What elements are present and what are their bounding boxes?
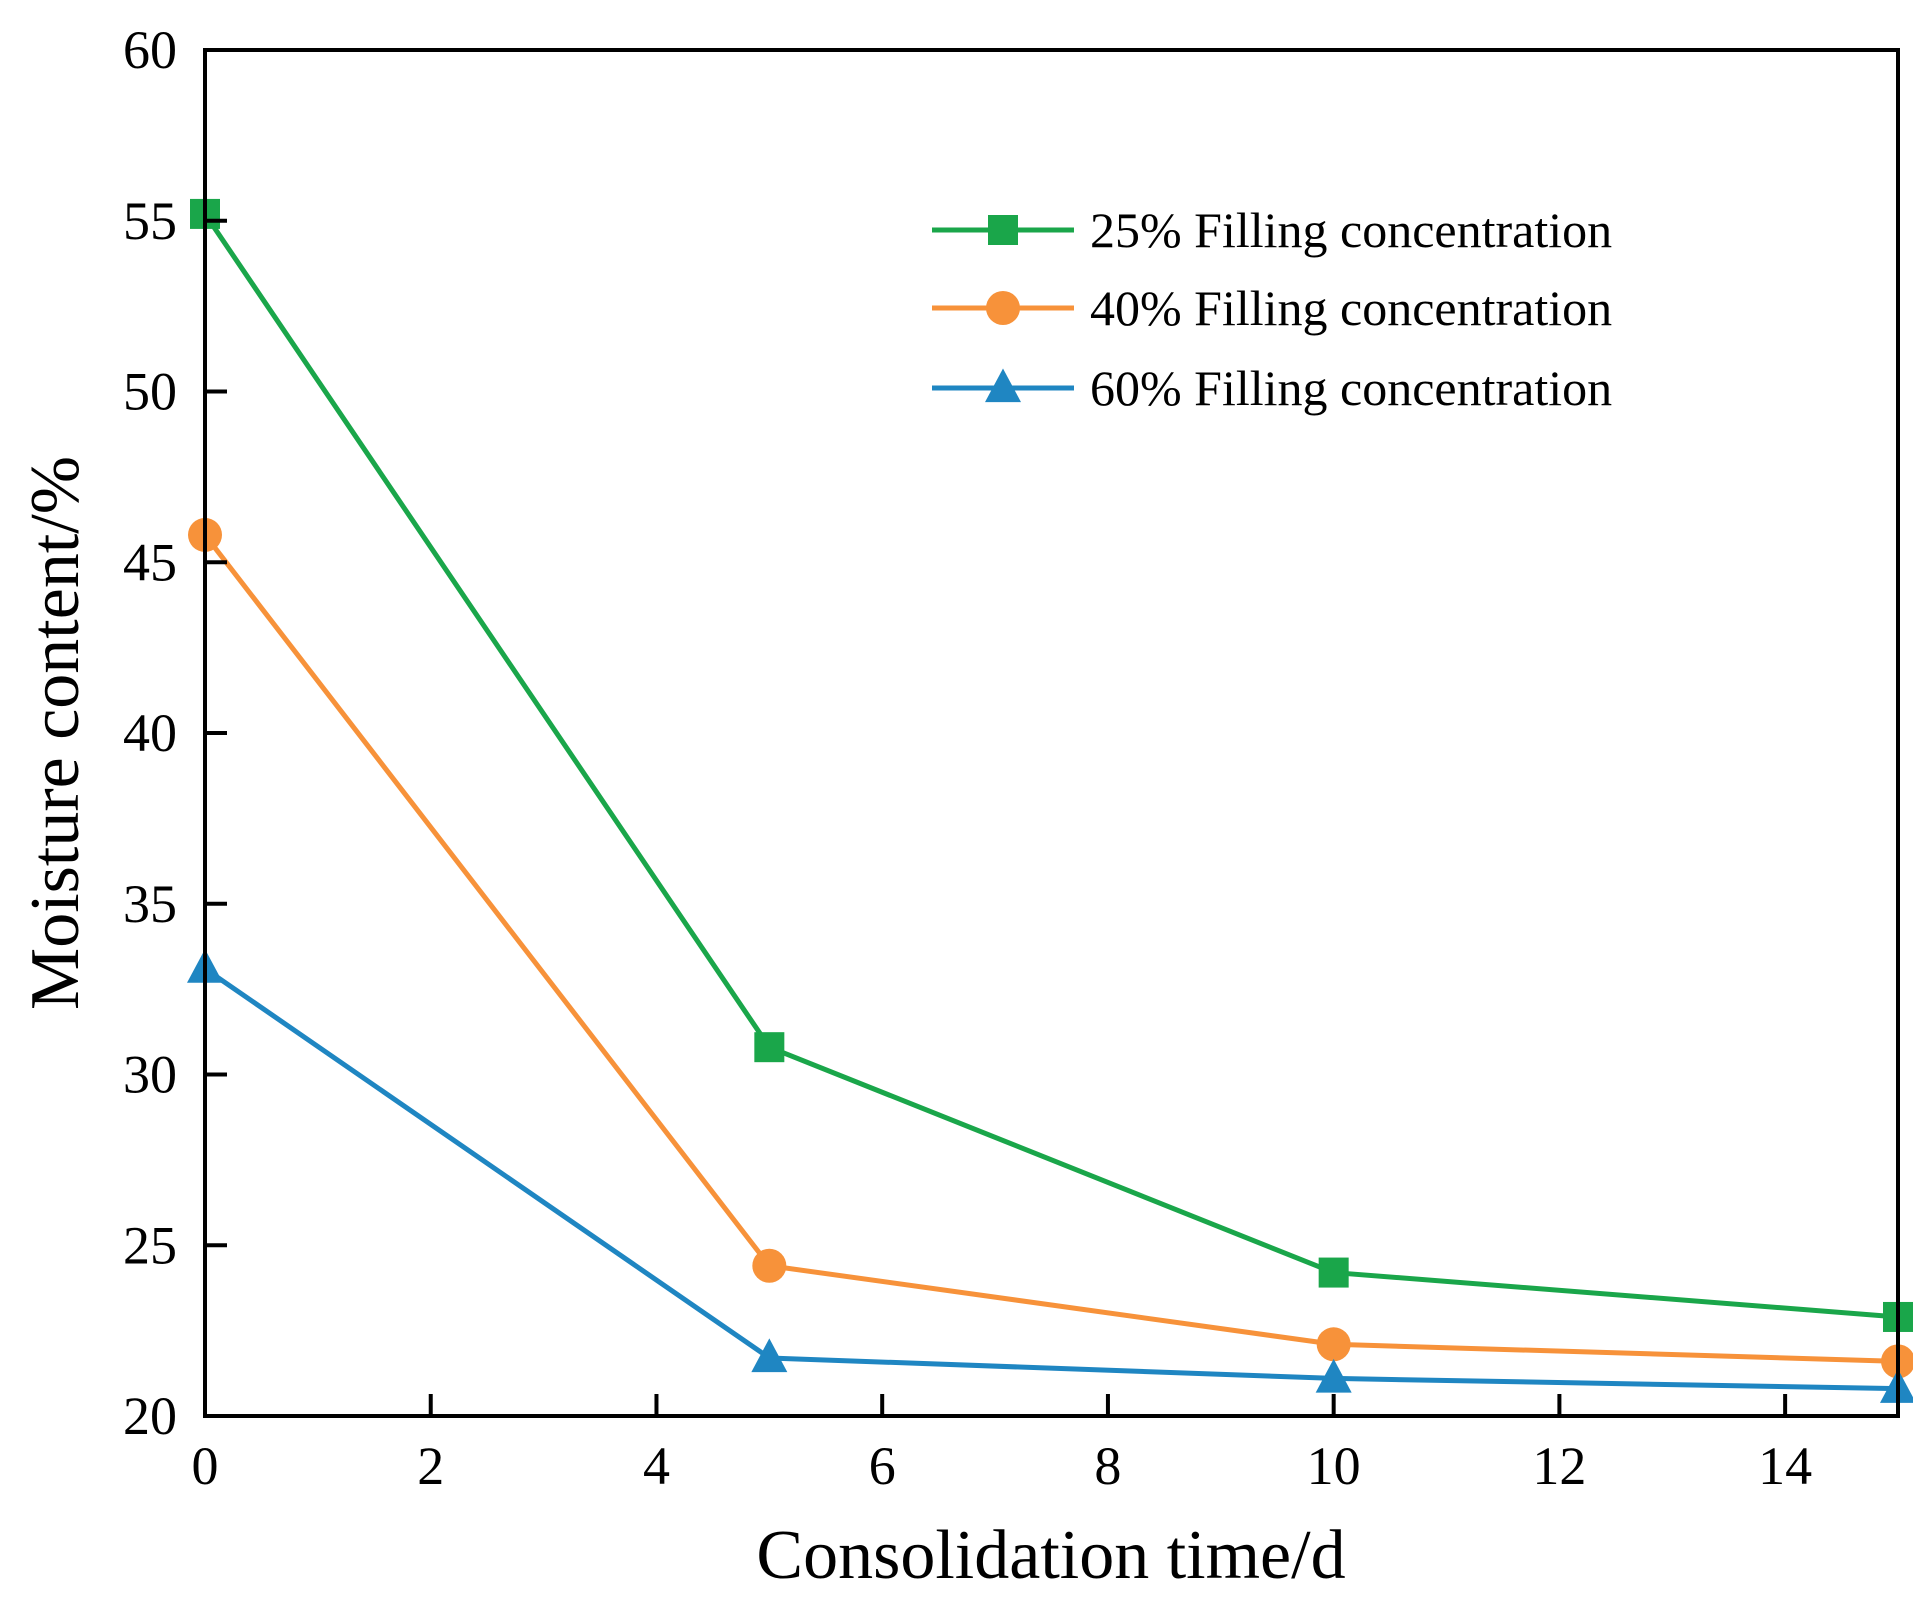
series-line-2 (203, 533, 1899, 1364)
x-tick-label: 4 (643, 1436, 670, 1496)
x-tick-label: 14 (1758, 1436, 1812, 1496)
y-tick-label: 60 (123, 20, 177, 80)
y-axis-title: Moisture content/% (17, 456, 94, 1010)
x-tick-label: 2 (417, 1436, 444, 1496)
x-tick-label: 10 (1307, 1436, 1361, 1496)
y-tick-label: 50 (123, 362, 177, 422)
legend-marker-2 (986, 291, 1020, 325)
plot-layer (187, 198, 1913, 1403)
x-axis-title: Consolidation time/d (756, 1517, 1345, 1594)
data-point-series-2 (1316, 1327, 1351, 1362)
x-tick-label: 0 (192, 1436, 219, 1496)
legend-label-2: 40% Filling concentration (1090, 280, 1612, 336)
y-tick-label: 30 (123, 1045, 177, 1105)
data-point-series-1 (754, 1032, 785, 1063)
axis-ticks: 0 2 4 6 8 10 12 14 20 25 30 35 40 45 50 55 60 (123, 20, 1812, 1496)
data-point-series-1 (1318, 1257, 1349, 1288)
y-tick-label: 35 (123, 874, 177, 934)
legend-label-3: 60% Filling concentration (1090, 360, 1612, 416)
y-tick-label: 40 (123, 703, 177, 763)
data-point-series-3 (751, 1338, 788, 1373)
x-tick-label: 6 (869, 1436, 896, 1496)
y-tick-label: 20 (123, 1386, 177, 1446)
data-point-series-2 (752, 1248, 787, 1283)
series-line-3 (203, 966, 1899, 1392)
series-line-1 (202, 212, 1899, 1320)
x-tick-label: 8 (1094, 1436, 1121, 1496)
data-point-series-3 (1315, 1358, 1352, 1393)
legend: 25% Filling concentration 40% Filling con… (932, 202, 1612, 416)
y-tick-label: 25 (123, 1215, 177, 1275)
legend-marker-3 (985, 368, 1021, 403)
x-tick-label: 12 (1532, 1436, 1586, 1496)
legend-marker-1 (988, 215, 1018, 245)
legend-label-1: 25% Filling concentration (1090, 202, 1612, 258)
y-tick-label: 45 (123, 532, 177, 592)
y-tick-label: 55 (123, 191, 177, 251)
plot-frame (203, 48, 1900, 1418)
